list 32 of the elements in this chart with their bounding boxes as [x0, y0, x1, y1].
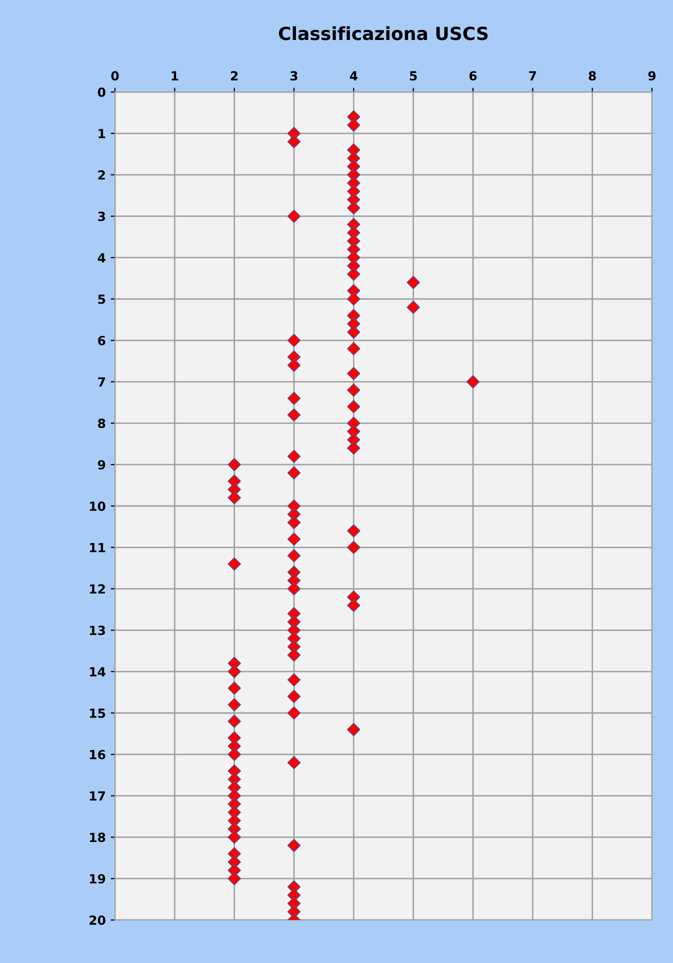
y-tick-label: 19: [90, 874, 106, 884]
y-tick-label: 18: [90, 832, 106, 842]
y-tick-label: 17: [90, 791, 105, 801]
y-tick-label: 14: [90, 667, 106, 676]
x-tick-label: 9: [648, 71, 656, 81]
y-tick-label: 4: [98, 253, 106, 262]
y-tick-label: 6: [98, 336, 106, 346]
x-tick-label: 6: [469, 71, 477, 81]
y-tick-label: 11: [90, 543, 106, 552]
y-tick-label: 1: [98, 129, 106, 138]
y-tick-label: 12: [90, 584, 105, 594]
y-tick-label: 5: [98, 294, 106, 304]
x-tick-label: 3: [290, 71, 298, 81]
y-tick-label: 16: [90, 750, 106, 760]
y-tick-label: 20: [90, 915, 106, 925]
x-tick-label: 8: [588, 71, 596, 81]
x-tick-label: 0: [111, 71, 119, 81]
x-tick-label: 2: [230, 71, 238, 80]
y-tick-label: 3: [98, 212, 105, 222]
chart-title: Classificaziona USCS: [278, 26, 488, 40]
y-tick-label: 2: [98, 170, 105, 180]
y-tick-label: 9: [98, 460, 106, 470]
y-tick-label: 13: [90, 626, 105, 636]
y-tick-label: 0: [98, 87, 106, 97]
y-tick-label: 7: [98, 377, 105, 387]
y-tick-label: 15: [90, 708, 106, 718]
y-tick-label: 8: [98, 418, 106, 428]
x-tick-label: 5: [410, 71, 417, 81]
x-tick-label: 7: [529, 71, 536, 80]
x-tick-label: 4: [350, 71, 358, 80]
y-tick-label: 10: [90, 501, 106, 511]
x-tick-label: 1: [172, 71, 178, 80]
